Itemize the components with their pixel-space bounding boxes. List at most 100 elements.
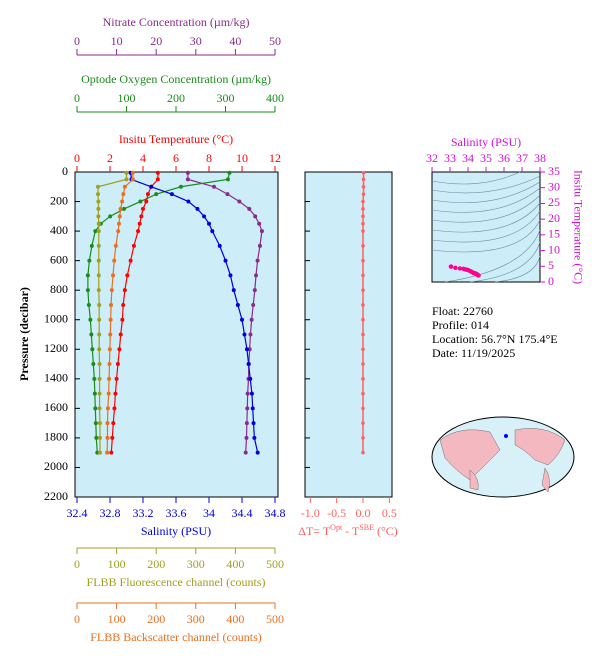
x-tick-label: 37	[516, 151, 528, 165]
profile-point	[93, 406, 98, 411]
y-tick-label: 2200	[44, 489, 68, 503]
y-tick-label: 1200	[44, 341, 68, 355]
y-tick-label: 400	[50, 223, 68, 237]
profile-point	[247, 206, 252, 211]
difference-point	[361, 421, 365, 425]
difference-point	[361, 229, 365, 233]
ts-x-title: Salinity (PSU)	[451, 135, 521, 149]
profile-point	[96, 229, 101, 234]
y-tick-label: 2000	[44, 459, 68, 473]
profile-point	[107, 376, 112, 381]
profile-point	[246, 362, 251, 367]
profile-point	[105, 435, 110, 440]
x-tick-label: 200	[167, 91, 185, 105]
axis-title: Salinity (PSU)	[141, 524, 211, 538]
profile-point	[117, 347, 122, 352]
profile-point	[245, 406, 250, 411]
x-tick-label: 34.8	[265, 506, 286, 520]
profile-point	[120, 317, 125, 322]
difference-point	[361, 391, 365, 396]
x-tick-label: 10	[111, 34, 123, 48]
profile-point	[169, 192, 174, 197]
difference-point	[361, 347, 365, 352]
profile-point	[252, 435, 257, 440]
profile-point	[251, 302, 256, 307]
profile-point	[228, 273, 233, 278]
x-tick-label: 400	[266, 91, 284, 105]
profile-point	[130, 177, 135, 182]
profile-point	[116, 221, 121, 226]
y-tick-label: 35	[548, 164, 560, 178]
profile-point	[210, 229, 215, 234]
profile-point	[217, 243, 222, 248]
difference-point	[361, 273, 365, 278]
x-tick-label: 12	[269, 151, 281, 165]
x-tick-label: 40	[229, 34, 241, 48]
profile-point	[122, 288, 127, 293]
profile-point	[93, 421, 98, 426]
ts-point	[457, 266, 463, 271]
profile-point	[89, 243, 94, 248]
profile-point	[118, 332, 123, 337]
profile-point	[155, 170, 160, 175]
profile-point	[113, 243, 118, 248]
x-tick-label: 100	[118, 91, 136, 105]
profile-point	[130, 170, 135, 175]
profile-point	[95, 192, 100, 197]
profile-point	[94, 435, 99, 440]
x-tick-label: 200	[147, 612, 165, 626]
y-tick-label: 5	[548, 258, 554, 272]
profile-point	[248, 332, 253, 337]
profile-point	[106, 391, 111, 396]
axis-title: Optode Oxygen Concentration (µm/kg)	[81, 72, 271, 86]
x-tick-label: 6	[173, 151, 179, 165]
profile-point	[108, 214, 113, 219]
ts-point	[448, 264, 454, 269]
profile-point	[96, 288, 101, 293]
difference-point	[361, 258, 365, 263]
x-tick-label: 400	[226, 612, 244, 626]
profile-point	[235, 302, 240, 307]
profile-line	[187, 172, 263, 453]
x-tick-label: 0	[74, 612, 80, 626]
axis-title-part: Opt	[330, 523, 343, 532]
y-tick-label: 25	[548, 195, 560, 209]
x-tick-label: 0	[74, 557, 80, 571]
profile-point	[186, 199, 191, 204]
profile-point	[121, 192, 126, 197]
x-tick-label: 32.8	[100, 506, 121, 520]
profile-point	[96, 206, 101, 211]
x-tick-label: 100	[108, 612, 126, 626]
profile-point	[122, 206, 127, 211]
float-info: Float: 22760	[432, 304, 493, 318]
profile-point	[225, 177, 230, 182]
difference-point	[361, 199, 365, 204]
profile-point	[86, 302, 91, 307]
profile-point	[185, 170, 190, 175]
profile-point	[145, 192, 150, 197]
difference-point	[361, 221, 365, 226]
profile-point	[88, 317, 93, 322]
profile-point	[109, 288, 114, 293]
x-tick-label: 200	[147, 557, 165, 571]
x-tick-label: 33	[444, 151, 456, 165]
x-tick-label: 8	[206, 151, 212, 165]
y-axis-title: Pressure (decibar)	[17, 287, 31, 381]
profile-point	[110, 435, 115, 440]
y-tick-label: 200	[50, 193, 68, 207]
x-tick-label: 34.4	[232, 506, 253, 520]
profile-point	[253, 214, 258, 219]
profile-point	[227, 170, 232, 175]
profile-point	[257, 221, 262, 226]
profile-point	[85, 288, 90, 293]
world-map	[431, 416, 575, 498]
density-contours	[431, 171, 541, 283]
profile-point	[97, 421, 102, 426]
difference-point	[361, 177, 366, 182]
y-tick-label: 600	[50, 252, 68, 266]
profile-point	[178, 184, 183, 189]
profile-point	[117, 214, 122, 219]
profile-point	[111, 273, 116, 278]
profile-point	[131, 243, 136, 248]
ts-y-title: Insitu Temperature (°C)	[571, 170, 585, 284]
